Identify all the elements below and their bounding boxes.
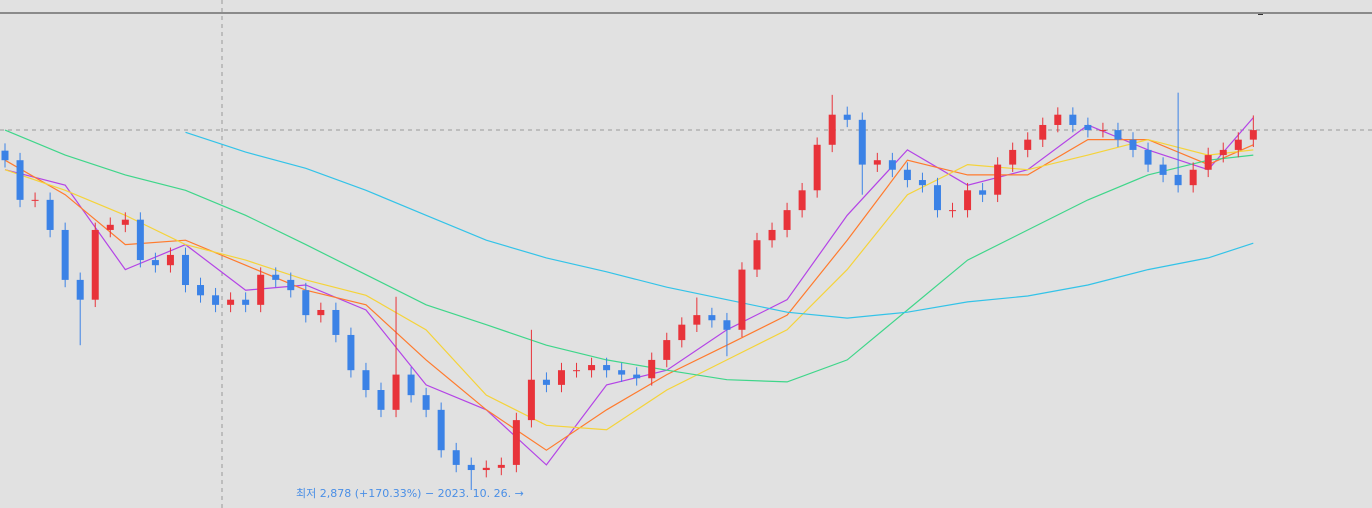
candle-body	[618, 370, 626, 375]
candle-body	[843, 114, 851, 120]
candle-body	[46, 199, 54, 230]
candle-body	[678, 324, 686, 341]
candle-body	[933, 185, 941, 211]
candle-body	[512, 420, 520, 465]
candle-body	[768, 229, 776, 241]
candle-body	[212, 295, 220, 305]
candles	[1, 92, 1257, 491]
candle-body	[979, 190, 987, 195]
low-annotation: 최저 2,878 (+170.33%) − 2023. 10. 26. →	[296, 487, 524, 500]
candle-body	[663, 340, 671, 360]
candle-body	[16, 160, 24, 200]
candle-body	[61, 229, 69, 280]
candle-body	[31, 199, 39, 201]
candle-body	[1234, 139, 1242, 150]
candle-body	[633, 374, 641, 379]
candle-body	[949, 210, 957, 212]
candle-body	[1054, 114, 1062, 125]
candle-body	[753, 240, 761, 270]
candle-body	[1099, 130, 1107, 132]
candle-body	[588, 365, 596, 371]
candle-body	[903, 169, 911, 181]
moving-average-line	[4, 129, 1254, 383]
candle-body	[994, 164, 1002, 195]
candle-body	[1129, 139, 1137, 150]
candle-body	[1024, 139, 1032, 150]
candle-body	[392, 374, 400, 410]
candle-body	[121, 219, 129, 225]
candle-body	[964, 190, 972, 211]
candle-body	[422, 395, 430, 410]
candle-body	[813, 144, 821, 191]
candle-body	[723, 320, 731, 330]
candle-body	[1174, 174, 1182, 186]
candle-body	[557, 370, 565, 385]
candle-body	[918, 180, 926, 186]
candle-body	[1009, 149, 1017, 165]
candle-body	[798, 190, 806, 211]
moving-average-line	[4, 138, 1254, 431]
candle-body	[76, 279, 84, 300]
candle-body	[377, 390, 385, 410]
candle-body	[542, 379, 550, 385]
candle-body	[437, 409, 445, 451]
candle-body	[693, 315, 701, 325]
candle-body	[136, 219, 144, 261]
candle-body	[272, 274, 280, 280]
candle-body	[242, 299, 250, 305]
candle-body	[332, 309, 340, 335]
candle-body	[91, 229, 99, 300]
candle-body	[1114, 130, 1122, 140]
candle-body	[738, 269, 746, 330]
candle-body	[527, 379, 535, 421]
candle-body	[151, 260, 159, 266]
candle-body	[828, 114, 836, 145]
candle-body	[106, 224, 114, 230]
candle-body	[1, 150, 9, 161]
candle-body	[1219, 149, 1227, 156]
candle-body	[1039, 124, 1047, 140]
candle-body	[467, 464, 475, 471]
candle-body	[1249, 130, 1257, 140]
candle-body	[888, 160, 896, 170]
candle-body	[1144, 149, 1152, 165]
candle-body	[783, 210, 791, 230]
candle-body	[257, 274, 265, 305]
candle-body	[1084, 124, 1092, 131]
candle-body	[858, 119, 866, 165]
candle-body	[708, 315, 716, 321]
candle-body	[648, 359, 656, 379]
candle-body	[166, 254, 174, 266]
candle-body	[497, 464, 505, 468]
candle-body	[1069, 114, 1077, 125]
candle-body	[347, 334, 355, 371]
candle-body	[197, 285, 205, 296]
candle-body	[452, 450, 460, 465]
candle-body	[873, 160, 881, 165]
candle-body	[287, 279, 295, 291]
candle-body	[362, 370, 370, 391]
candle-body	[317, 309, 325, 316]
candle-body	[1159, 164, 1167, 175]
candle-body	[603, 365, 611, 371]
candle-body	[1204, 155, 1212, 170]
moving-average-line	[185, 131, 1254, 319]
candle-body	[482, 467, 490, 471]
candle-body	[1189, 169, 1197, 186]
candle-body	[407, 374, 415, 396]
candle-body	[573, 370, 581, 372]
candle-body	[302, 290, 310, 316]
candle-body	[227, 299, 235, 305]
candle-body	[181, 254, 189, 286]
